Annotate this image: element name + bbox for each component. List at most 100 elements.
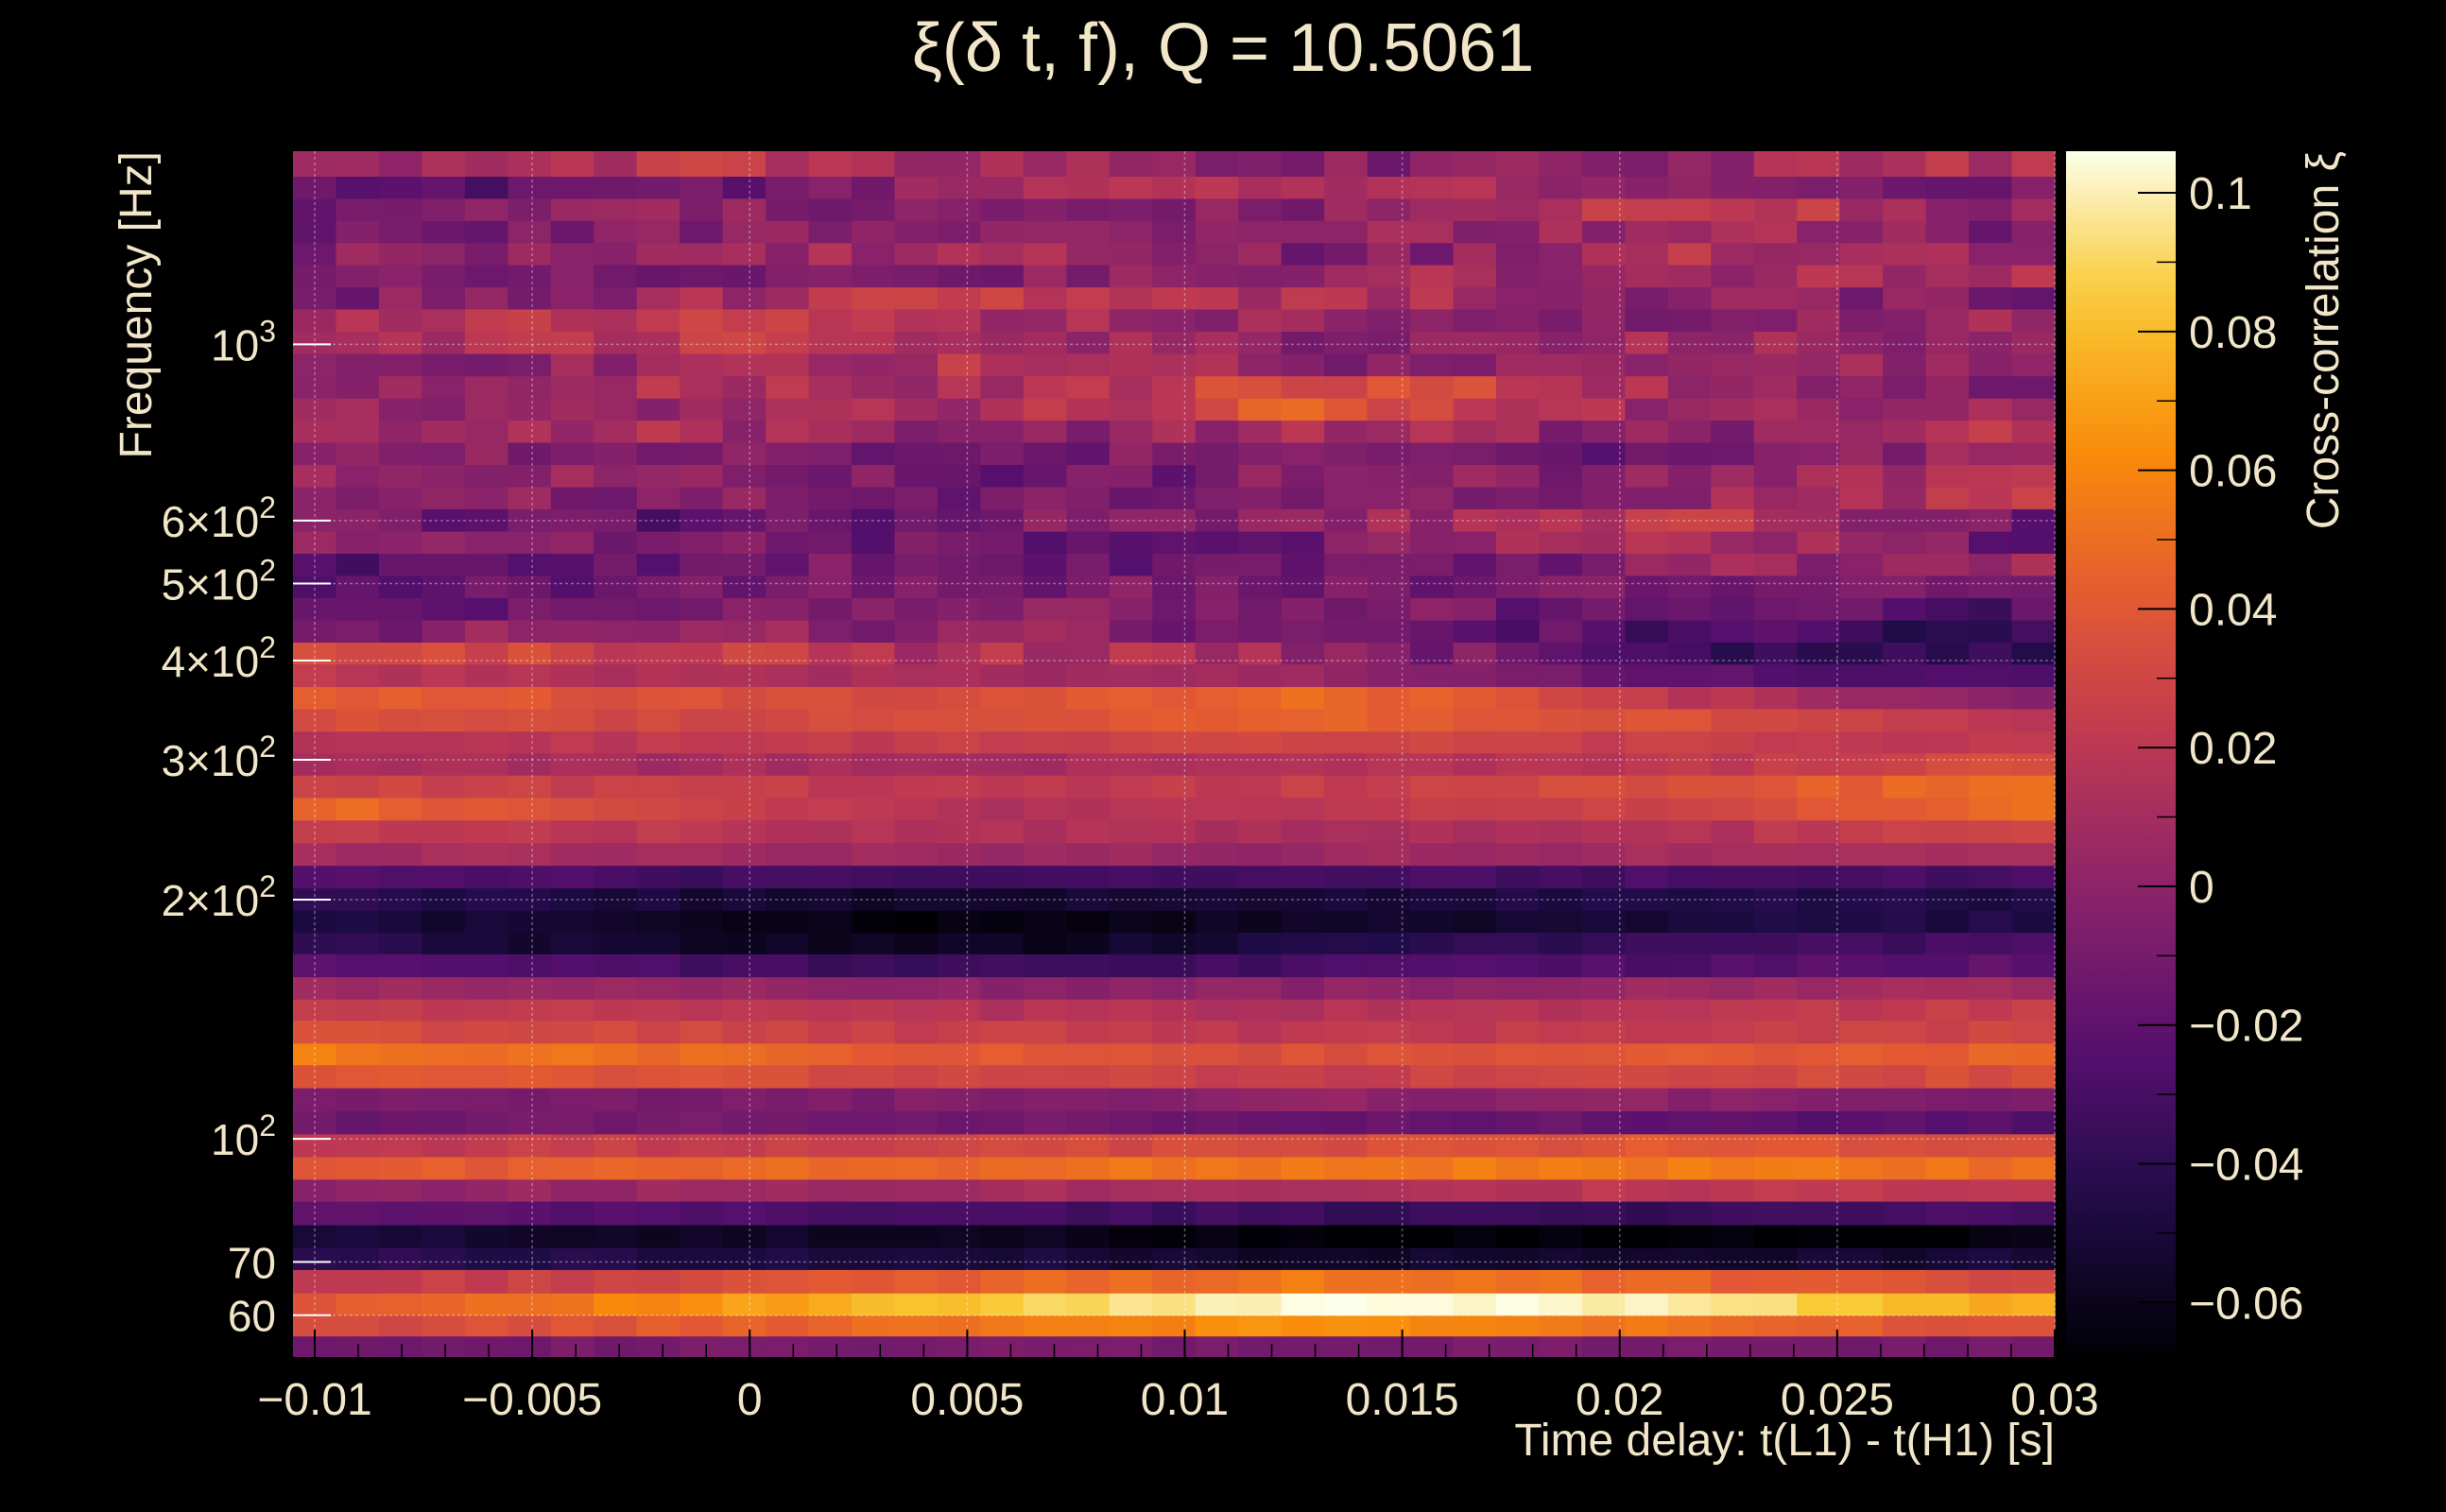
heatmap-cell <box>1495 976 1541 1000</box>
heatmap-cell <box>464 932 508 954</box>
heatmap-cell <box>1152 1201 1197 1226</box>
heatmap-cell <box>464 1087 508 1111</box>
heatmap-cell <box>808 151 853 177</box>
heatmap-cell <box>1410 842 1455 867</box>
heatmap-cell <box>680 1042 724 1066</box>
heatmap-cell <box>1367 642 1411 665</box>
heatmap-cell <box>1023 686 1067 710</box>
heatmap-cell <box>550 1064 594 1089</box>
heatmap-cell <box>1969 686 2013 710</box>
heatmap-cell <box>808 976 853 1000</box>
heatmap-cell <box>336 1201 380 1226</box>
heatmap-cell <box>1324 708 1369 732</box>
heatmap-cell <box>1625 1133 1669 1158</box>
heatmap-cell <box>722 1178 767 1202</box>
heatmap-cell <box>894 597 939 621</box>
heatmap-cell <box>550 910 594 934</box>
heatmap-cell <box>1324 730 1369 754</box>
heatmap-cell <box>852 597 896 621</box>
heatmap-cell <box>1969 642 2013 665</box>
heatmap-cell <box>680 642 724 665</box>
heatmap-cell <box>293 1156 337 1180</box>
heatmap-cell <box>1667 575 1712 598</box>
heatmap-cell <box>1539 686 1583 710</box>
heatmap-cell <box>894 752 939 776</box>
heatmap-cell <box>1625 1087 1669 1111</box>
heatmap-cell <box>336 775 380 799</box>
heatmap-cell <box>1495 398 1541 421</box>
heatmap-cell <box>1410 331 1455 354</box>
heatmap-cell <box>722 797 767 821</box>
heatmap-cell <box>378 597 422 621</box>
heatmap-cell <box>937 242 982 266</box>
heatmap-cell <box>2011 198 2056 221</box>
heatmap-cell <box>293 708 337 732</box>
heatmap-cell <box>1281 286 1325 310</box>
heatmap-cell <box>1839 1224 1884 1248</box>
heatmap-cell <box>766 1293 810 1316</box>
heatmap-cell <box>680 198 724 221</box>
heatmap-cell <box>1711 1133 1755 1158</box>
heatmap-cell <box>508 1269 552 1294</box>
heatmap-cell <box>1195 597 1239 621</box>
heatmap-cell <box>378 1293 422 1316</box>
heatmap-cell <box>1625 1314 1669 1337</box>
heatmap-cell <box>852 1178 896 1202</box>
heatmap-cell <box>636 797 680 821</box>
heatmap-cell <box>1195 308 1239 332</box>
heatmap-cell <box>1023 752 1067 776</box>
heatmap-cell <box>508 865 552 889</box>
heatmap-cell <box>980 663 1025 688</box>
heatmap-cell <box>852 420 896 443</box>
heatmap-cell <box>1495 1020 1541 1044</box>
y-tick-label: 3×102 <box>162 730 276 785</box>
heatmap-cell <box>636 242 680 266</box>
heatmap-cell <box>1797 1020 1841 1044</box>
heatmap-cell <box>852 441 896 466</box>
heatmap-cell <box>1883 1087 1927 1111</box>
heatmap-cell <box>594 797 638 821</box>
heatmap-cell <box>1066 597 1111 621</box>
heatmap-cell <box>293 1020 337 1044</box>
heatmap-cell <box>1238 1247 1283 1270</box>
heatmap-cell <box>808 486 853 509</box>
x-tick-label: 0.005 <box>910 1375 1024 1425</box>
heatmap-cell <box>1152 597 1197 621</box>
heatmap-cell <box>722 464 767 488</box>
heatmap-cell <box>1625 663 1669 688</box>
heatmap-cell <box>1195 842 1239 867</box>
heatmap-cell <box>722 819 767 844</box>
heatmap-cell <box>550 1178 594 1202</box>
heatmap-cell <box>852 1110 896 1135</box>
heatmap-cell <box>1453 375 1497 399</box>
heatmap-cell <box>1667 663 1712 688</box>
heatmap-cell <box>336 865 380 889</box>
heatmap-cell <box>1925 1314 1970 1337</box>
heatmap-cell <box>1109 1178 1153 1202</box>
heatmap-cell <box>680 176 724 199</box>
heatmap-cell <box>1324 198 1369 221</box>
heatmap-cell <box>1109 797 1153 821</box>
heatmap-cell <box>1238 819 1283 844</box>
heatmap-cell <box>293 663 337 688</box>
heatmap-cell <box>1152 775 1197 799</box>
heatmap-cell <box>1152 730 1197 754</box>
heatmap-cell <box>1539 352 1583 377</box>
heatmap-cell <box>1625 999 1669 1022</box>
heatmap-cell <box>1969 352 2013 377</box>
heatmap-cell <box>293 597 337 621</box>
heatmap-cell <box>1495 441 1541 466</box>
heatmap-cell <box>1883 752 1927 776</box>
heatmap-cell <box>808 420 853 443</box>
heatmap-cell <box>1152 176 1197 199</box>
heatmap-cell <box>1495 686 1541 710</box>
heatmap-cell <box>378 775 422 799</box>
heatmap-cell <box>1667 1133 1712 1158</box>
heatmap-cell <box>1839 1293 1884 1316</box>
x-tick-label: 0.02 <box>1576 1375 1663 1425</box>
heatmap-cell <box>1238 176 1283 199</box>
heatmap-cell <box>1453 686 1497 710</box>
heatmap-cell <box>852 398 896 421</box>
heatmap-cell <box>464 375 508 399</box>
heatmap-cell <box>680 708 724 732</box>
